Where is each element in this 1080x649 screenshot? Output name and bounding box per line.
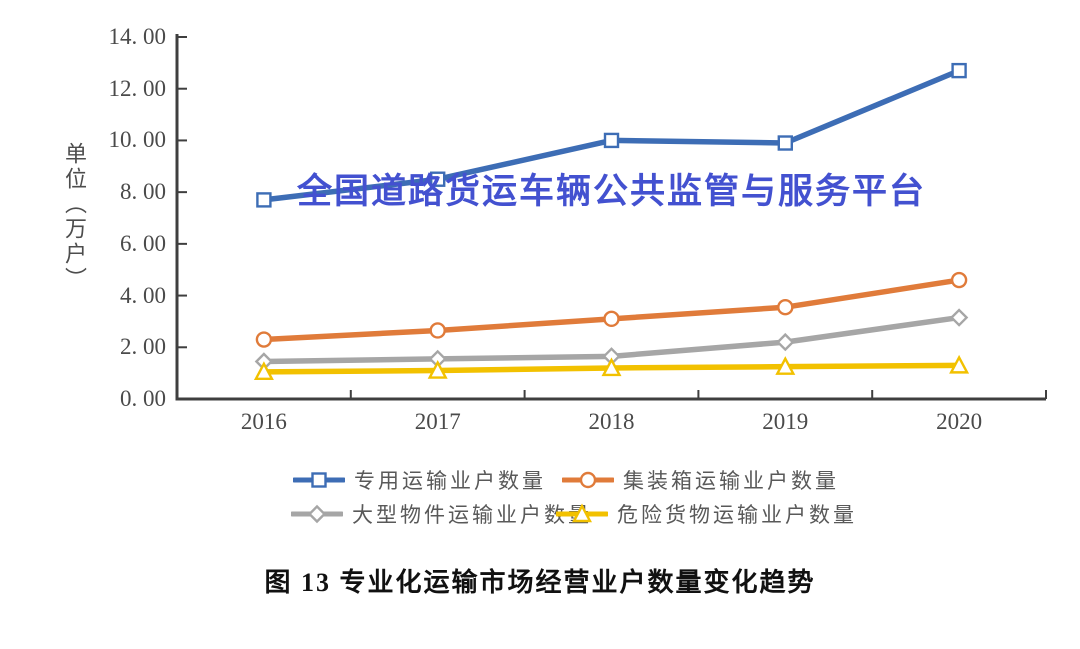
- legend-marker-shape: [307, 504, 327, 524]
- x-tick-label: 2017: [414, 409, 461, 434]
- legend-label: 大型物件运输业户数量: [352, 503, 592, 527]
- legend-marker-triangle-icon: [556, 503, 608, 523]
- data-point-triangle: [427, 360, 448, 379]
- data-point-diamond: [949, 308, 969, 327]
- y-tick-label: 8. 00: [120, 179, 166, 205]
- data-point-circle: [777, 299, 794, 316]
- y-tick-label: 4. 00: [120, 282, 166, 308]
- legend-marker-circle-icon: [562, 471, 614, 489]
- data-point-square: [430, 171, 446, 187]
- y-tick-label: 10. 00: [108, 127, 167, 153]
- x-tick-label: 2016: [240, 409, 287, 434]
- x-tick-label: 2020: [936, 409, 983, 434]
- y-tick-label: 6. 00: [120, 230, 166, 256]
- legend-item: 大型物件运输业户数量: [291, 499, 592, 529]
- legend-item: 集装箱运输业户数量: [562, 465, 839, 495]
- legend-marker-diamond-icon: [291, 504, 343, 524]
- data-point-square: [951, 62, 967, 79]
- data-point-circle: [950, 271, 968, 289]
- watermark-text: 全国道路货运车辆公共监管与服务平台: [297, 172, 927, 212]
- legend-marker-square-icon: [293, 472, 345, 488]
- data-point-square: [603, 132, 620, 149]
- x-tick-label: 2019: [762, 409, 809, 434]
- legend-marker-shape: [579, 471, 597, 489]
- data-point-triangle: [775, 356, 796, 375]
- data-point-triangle: [253, 361, 274, 381]
- legend-label: 危险货物运输业户数量: [617, 503, 857, 527]
- data-point-square: [777, 135, 793, 151]
- legend-marker-shape: [572, 503, 592, 523]
- legend-item: 专用运输业户数量: [293, 465, 546, 495]
- data-point-triangle: [949, 354, 970, 374]
- y-axis-unit-label: 单位（万户）: [62, 142, 87, 292]
- figure-caption: 图 13 专业化运输市场经营业户数量变化趋势: [264, 568, 816, 597]
- y-tick-label: 0. 00: [120, 386, 166, 411]
- x-tick-label: 2018: [588, 409, 635, 434]
- data-point-circle: [255, 331, 273, 348]
- data-point-circle: [429, 322, 446, 339]
- legend-label: 集装箱运输业户数量: [623, 469, 839, 493]
- y-tick-label: 2. 00: [120, 334, 166, 360]
- data-point-diamond: [776, 332, 795, 352]
- data-point-square: [256, 192, 272, 208]
- legend-item: 危险货物运输业户数量: [556, 499, 857, 529]
- legend-label: 专用运输业户数量: [354, 469, 546, 493]
- y-tick-label: 12. 00: [108, 75, 167, 101]
- legend-marker-shape: [311, 472, 327, 488]
- data-point-circle: [603, 310, 620, 328]
- y-tick-label: 14. 00: [108, 24, 167, 49]
- data-point-triangle: [601, 357, 622, 377]
